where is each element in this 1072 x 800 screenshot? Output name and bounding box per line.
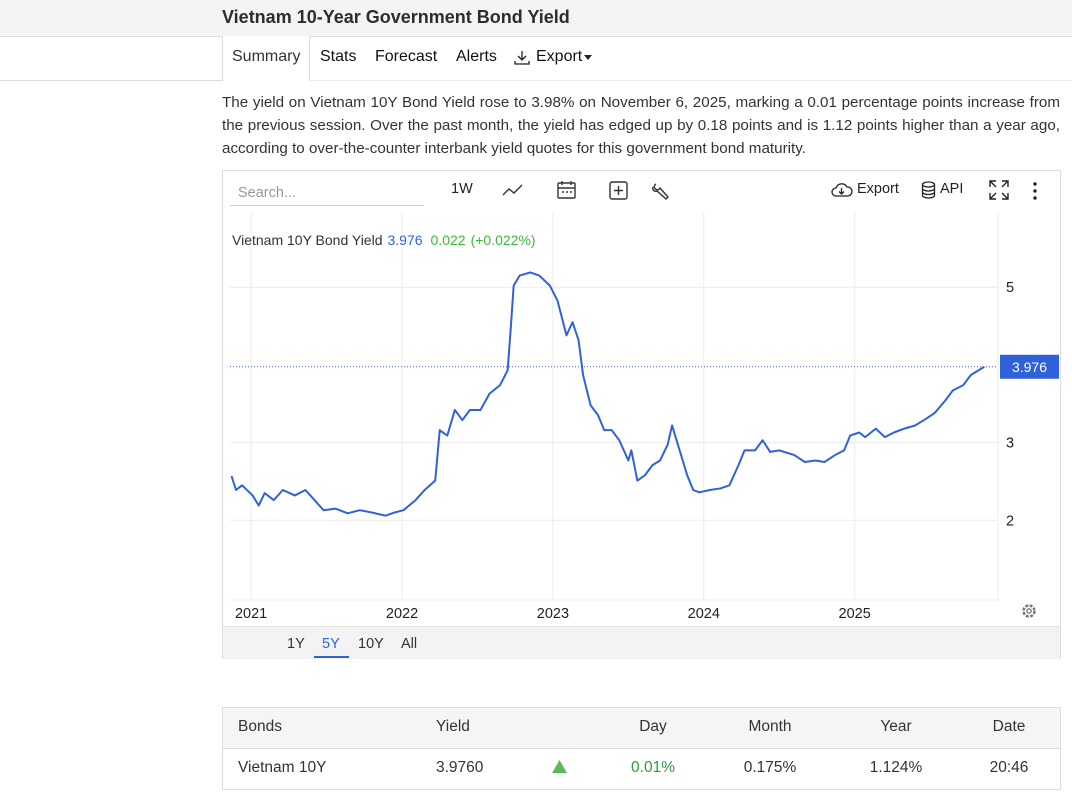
caret — [584, 55, 592, 60]
range-button[interactable]: 10Y — [358, 636, 384, 652]
table-header-cell: Bonds — [238, 718, 282, 735]
cloud-icon — [831, 183, 853, 197]
table-header-cell: Day — [639, 718, 667, 735]
table-header — [223, 708, 1060, 749]
table-header-cell: Yield — [436, 718, 470, 735]
wrench-icon[interactable] — [652, 183, 669, 200]
tab[interactable]: Alerts — [456, 48, 497, 65]
active-range-underline — [314, 656, 349, 658]
search-input[interactable]: Search... — [238, 185, 297, 201]
tab-border — [308, 80, 1072, 81]
bond-table — [222, 707, 1061, 790]
add-icon[interactable] — [609, 181, 628, 200]
tab[interactable]: Summary — [232, 48, 301, 65]
line-icon[interactable] — [502, 184, 523, 196]
tab[interactable]: Forecast — [375, 48, 438, 65]
range-button[interactable]: 1Y — [287, 636, 305, 652]
download-icon — [514, 51, 530, 65]
table-cell: 20:46 — [989, 759, 1029, 776]
tab[interactable]: Export — [536, 48, 583, 65]
top-bar — [0, 0, 1072, 37]
table-header-cell: Month — [748, 718, 792, 735]
table-cell[interactable]: Vietnam 10Y — [238, 759, 327, 776]
table-header-cell: Year — [880, 718, 912, 735]
tab[interactable]: Stats — [320, 48, 357, 65]
fullscreen-icon[interactable] — [989, 180, 1009, 200]
search-underline — [230, 205, 424, 206]
toolbar-icons — [502, 181, 669, 200]
table-cell: 3.9760 — [436, 759, 484, 776]
export-button[interactable]: Export — [857, 181, 899, 197]
database-icon — [921, 181, 936, 199]
table-cell: 0.175% — [743, 759, 797, 776]
table-cell: 0.01% — [631, 759, 675, 776]
interval-button[interactable]: 1W — [451, 181, 473, 197]
table-header-cell: Date — [992, 718, 1026, 735]
range-button[interactable]: 5Y — [322, 636, 340, 652]
summary-text: The yield on Vietnam 10Y Bond Yield rose… — [222, 94, 1060, 157]
toolbar-icons-right — [989, 180, 1037, 200]
table-cell: 1.124% — [869, 759, 923, 776]
tab-border — [0, 80, 222, 81]
range-button[interactable]: All — [401, 636, 418, 652]
page-title: Vietnam 10-Year Government Bond Yield — [222, 7, 570, 27]
calendar-icon[interactable] — [557, 181, 576, 199]
active-tab-box — [222, 36, 310, 81]
menu-icon[interactable] — [1033, 182, 1037, 200]
api-button[interactable]: API — [940, 181, 964, 197]
range-bar — [223, 626, 1060, 659]
up-arrow — [552, 760, 567, 773]
chart-box — [222, 170, 1061, 659]
